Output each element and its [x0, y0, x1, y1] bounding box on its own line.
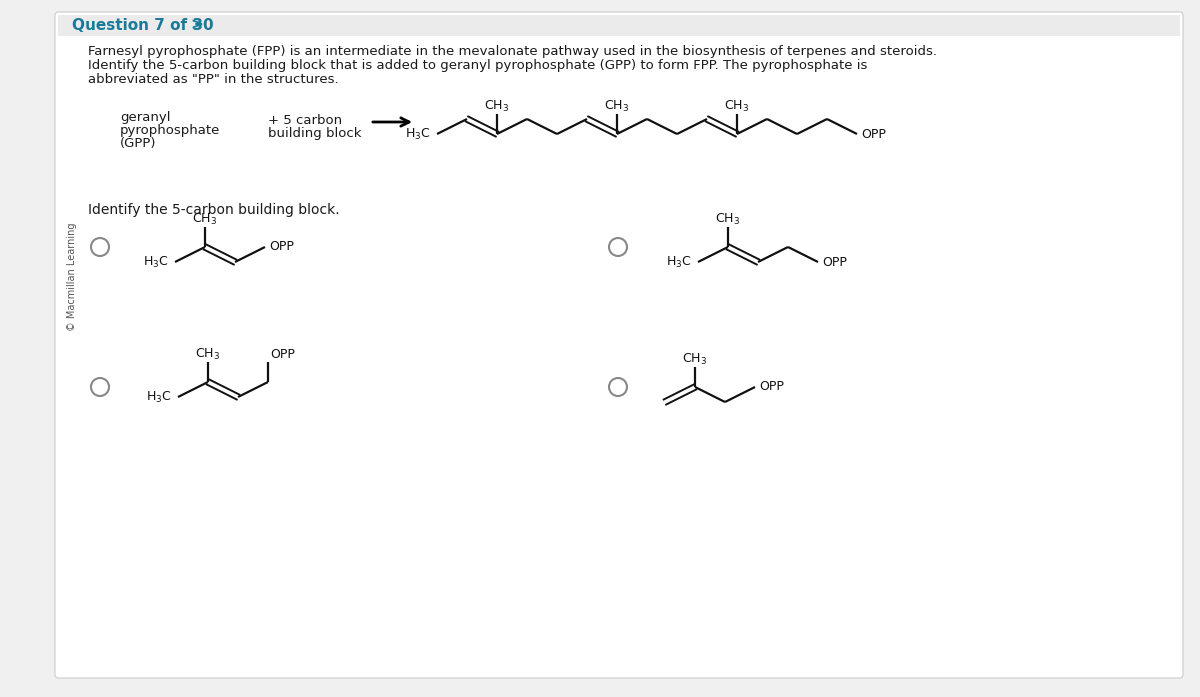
- Text: CH$_3$: CH$_3$: [725, 98, 750, 114]
- Text: Identify the 5-carbon building block that is added to geranyl pyrophosphate (GPP: Identify the 5-carbon building block tha…: [88, 59, 868, 72]
- Text: CH$_3$: CH$_3$: [683, 351, 708, 367]
- Text: CH$_3$: CH$_3$: [605, 98, 630, 114]
- Text: OPP: OPP: [862, 128, 886, 141]
- Text: (GPP): (GPP): [120, 137, 156, 150]
- Text: abbreviated as "PP" in the structures.: abbreviated as "PP" in the structures.: [88, 73, 338, 86]
- Text: H$_3$C: H$_3$C: [144, 254, 169, 270]
- Text: CH$_3$: CH$_3$: [715, 211, 740, 227]
- Text: CH$_3$: CH$_3$: [192, 211, 217, 227]
- Text: H$_3$C: H$_3$C: [666, 254, 692, 270]
- Text: © Macmillan Learning: © Macmillan Learning: [67, 223, 77, 331]
- Text: CH$_3$: CH$_3$: [196, 346, 221, 362]
- Text: OPP: OPP: [269, 240, 294, 254]
- Text: H$_3$C: H$_3$C: [146, 390, 172, 404]
- Text: + 5 carbon: + 5 carbon: [268, 114, 342, 127]
- Text: Farnesyl pyrophosphate (FPP) is an intermediate in the mevalonate pathway used i: Farnesyl pyrophosphate (FPP) is an inter…: [88, 45, 937, 58]
- FancyBboxPatch shape: [55, 12, 1183, 678]
- Text: pyrophosphate: pyrophosphate: [120, 124, 221, 137]
- Text: CH$_3$: CH$_3$: [485, 98, 510, 114]
- Text: OPP: OPP: [760, 381, 784, 394]
- Text: geranyl: geranyl: [120, 111, 170, 124]
- Text: H$_3$C: H$_3$C: [406, 126, 431, 141]
- Bar: [58, 15, 1180, 36]
- Text: Identify the 5-carbon building block.: Identify the 5-carbon building block.: [88, 203, 340, 217]
- Text: Question 7 of 30: Question 7 of 30: [72, 17, 214, 33]
- Text: OPP: OPP: [822, 256, 847, 268]
- Text: >: >: [190, 17, 203, 33]
- Text: OPP: OPP: [270, 348, 295, 360]
- Text: building block: building block: [268, 127, 361, 140]
